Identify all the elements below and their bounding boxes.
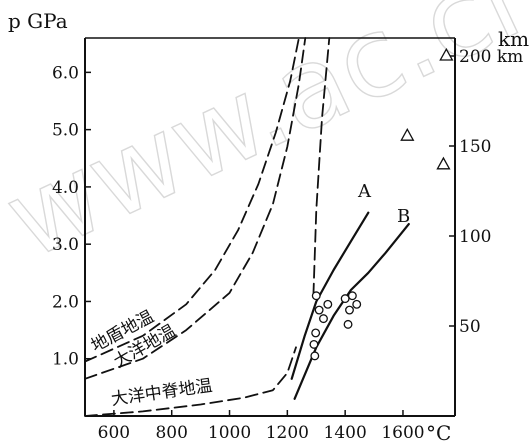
data-point-triangle <box>400 128 415 141</box>
y-tick-label: 1.0 <box>52 350 79 370</box>
data-point-circle <box>310 351 320 361</box>
x-axis-label: °C <box>426 421 451 445</box>
curve-label-b: B <box>397 206 410 227</box>
dashed-geotherm-line <box>84 37 307 380</box>
curve-label-a: A <box>357 181 372 202</box>
y2-ticks: 50 100 150 200 km <box>449 47 523 337</box>
y-ticks: 1.0 2.0 3.0 4.0 5.0 6.0 <box>52 63 91 370</box>
data-point-circle <box>311 328 321 338</box>
data-point-triangle <box>439 47 454 61</box>
dashed-geotherm-line <box>312 37 331 297</box>
x-tick-label: 600 <box>98 423 130 443</box>
y2-tick-label: 50 <box>459 317 481 337</box>
x-tick-label: 800 <box>155 423 187 443</box>
solid-solidus-line <box>290 211 370 380</box>
series-layer <box>84 37 410 417</box>
y-tick-label: 3.0 <box>52 235 79 255</box>
y-tick-label: 4.0 <box>52 178 79 198</box>
y-axis-label: p GPa <box>8 9 68 33</box>
data-point-circle <box>311 291 321 301</box>
data-point-circle <box>323 299 333 309</box>
x-tick-label: 1200 <box>266 423 309 443</box>
x-ticks: 600 800 1000 1200 1400 1600 <box>98 410 425 443</box>
y2-axis-label: km <box>498 27 529 51</box>
y2-tick-label: 150 <box>459 137 491 157</box>
y-tick-label: 2.0 <box>52 292 79 312</box>
y-tick-label: 6.0 <box>52 63 79 83</box>
data-point-circle <box>345 305 354 315</box>
y2-tick-label: 200 km <box>459 47 523 67</box>
data-point-circle <box>352 299 362 309</box>
watermark-text: www.ac.cn <box>0 0 532 284</box>
data-point-triangle <box>436 156 451 170</box>
data-point-circle <box>340 294 350 304</box>
x-tick-label: 1600 <box>381 423 424 443</box>
data-point-circle <box>309 339 319 349</box>
x-tick-label: 1400 <box>324 423 367 443</box>
y2-tick-label: 100 <box>459 227 491 247</box>
points-layer <box>309 47 454 361</box>
data-point-circle <box>319 314 328 324</box>
dashed-geotherm-line <box>84 346 297 417</box>
y-tick-label: 5.0 <box>52 121 79 141</box>
plot-area <box>84 37 456 417</box>
dashed-geotherm-line <box>84 37 300 363</box>
data-point-circle <box>343 319 353 329</box>
x-tick-label: 1000 <box>208 423 251 443</box>
data-point-circle <box>347 291 357 301</box>
data-point-circle <box>314 305 324 315</box>
